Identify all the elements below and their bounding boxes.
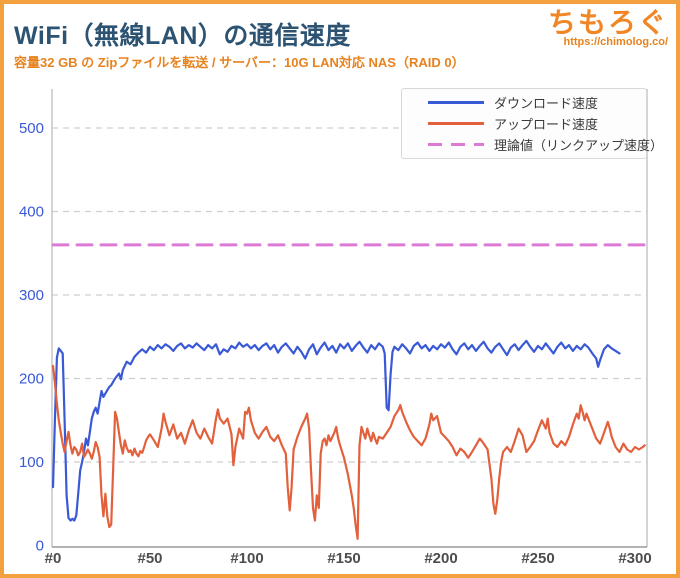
x-tick-label: #200 (424, 550, 457, 567)
download-speed-line (51, 339, 621, 522)
x-tick-label: #250 (521, 550, 554, 567)
speed-line-chart: 0 100 200 300 400 500 #0 #50 #100 #150 #200 #250 #30… (19, 89, 652, 567)
x-tick-label: #300 (618, 550, 651, 567)
x-tick-label: #100 (230, 550, 263, 567)
legend-line-upload (428, 122, 484, 125)
site-logo-url: https://chimolog.co/ (563, 36, 669, 49)
chart-subtitle: 容量32 GB の Zipファイルを転送 / サーバー：10G LAN対応 NA… (14, 55, 465, 70)
site-logo: ちもろぐ https://chimolog.co/ (548, 8, 668, 49)
legend-line-download (428, 101, 484, 104)
legend-label-download: ダウンロード速度 (494, 96, 599, 111)
x-tick-label: #0 (45, 550, 62, 567)
legend-line-theoretical (428, 143, 484, 146)
y-tick-label: 300 (19, 287, 44, 304)
y-tick-label: 100 (19, 454, 44, 471)
legend-label-upload: アップロード速度 (494, 117, 599, 132)
y-tick-label: 500 (19, 120, 44, 137)
y-tick-label: 0 (36, 538, 44, 555)
legend-item-upload: アップロード速度 (428, 115, 646, 133)
x-tick-label: #50 (137, 550, 162, 567)
y-tick-label: 400 (19, 204, 44, 221)
legend-label-theoretical: 理論値（リンクアップ速度） (494, 138, 664, 153)
chart-legend: ダウンロード速度 アップロード速度 理論値（リンクアップ速度） (401, 88, 663, 159)
legend-item-download: ダウンロード速度 (428, 94, 646, 112)
y-tick-label: 200 (19, 371, 44, 388)
site-logo-text: ちもろぐ (547, 7, 668, 38)
page-title: WiFi（無線LAN）の通信速度 (14, 22, 351, 50)
upload-speed-line (51, 364, 646, 540)
legend-item-theoretical: 理論値（リンクアップ速度） (428, 136, 663, 154)
x-tick-label: #150 (327, 550, 360, 567)
